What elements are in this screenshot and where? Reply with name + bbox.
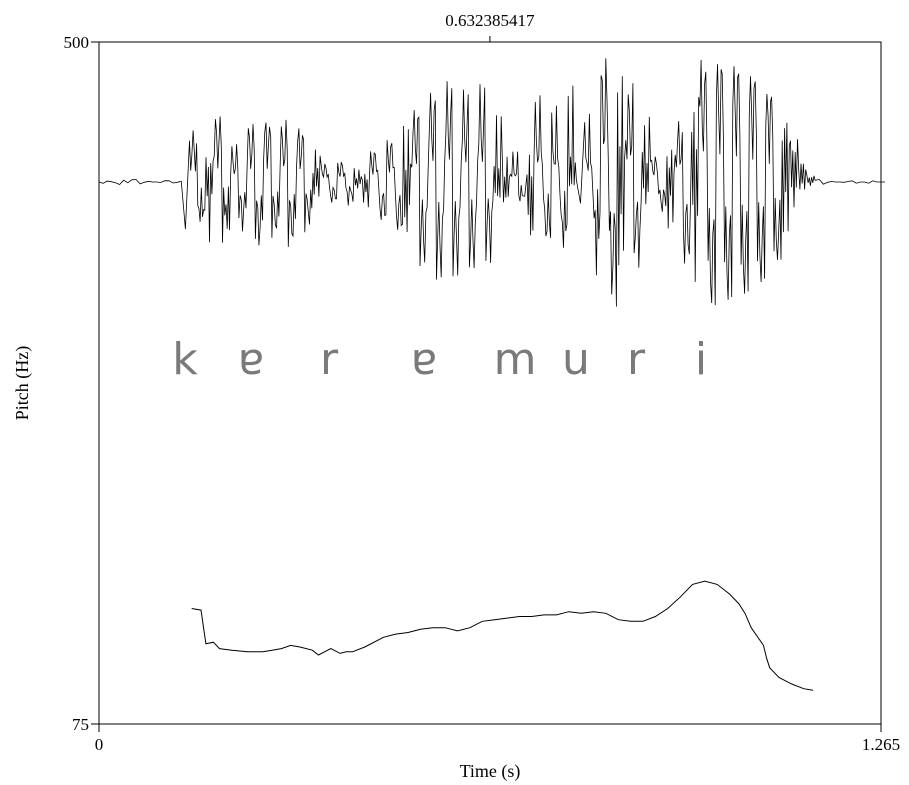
segment-label: r <box>320 334 339 385</box>
x-tick-label-end: 1.265 <box>862 735 900 754</box>
segment-label: i <box>695 334 707 385</box>
pitch-contour-line <box>191 580 814 691</box>
segment-label: k <box>172 334 198 385</box>
plot-frame <box>98 41 882 725</box>
x-tick-label-start: 0 <box>95 735 104 754</box>
y-axis-label: Pitch (Hz) <box>12 346 33 420</box>
waveform <box>98 58 886 307</box>
segment-label: ɐ <box>238 334 264 385</box>
y-tick-label-min: 75 <box>72 715 89 734</box>
x-axis-label: Time (s) <box>460 761 521 782</box>
segment-label: u <box>562 334 590 385</box>
cursor-time-label: 0.632385417 <box>445 11 535 30</box>
waveform-trace <box>98 58 886 307</box>
y-tick-label-max: 500 <box>64 33 90 52</box>
segment-label: r <box>627 334 646 385</box>
segment-label: ɐ <box>411 334 437 385</box>
segment-label: m <box>494 334 537 385</box>
